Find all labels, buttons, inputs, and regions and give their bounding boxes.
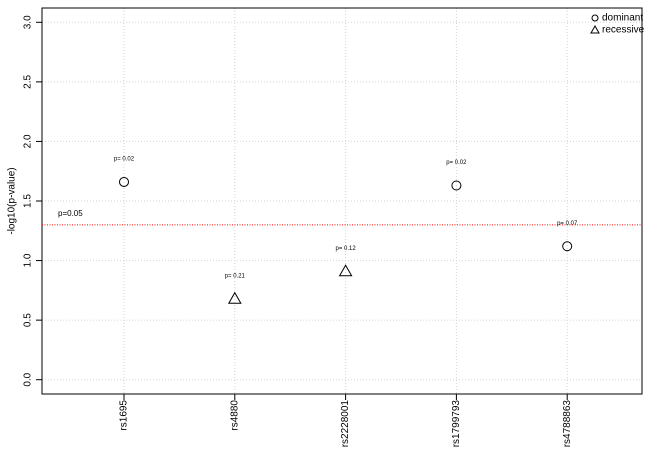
legend-marker xyxy=(591,14,599,22)
p-value-label: p= 0.12 xyxy=(336,246,357,252)
y-tick-label: 1.5 xyxy=(23,194,34,208)
x-tick-label: rs1695 xyxy=(119,400,130,431)
plot-frame xyxy=(41,7,643,395)
x-tick-label: rs1799793 xyxy=(451,400,462,448)
p-value-label: p= 0.21 xyxy=(225,273,246,279)
point xyxy=(227,291,242,304)
point xyxy=(119,176,129,187)
y-tick-label: 0.0 xyxy=(23,372,34,386)
y-tick-label: 0.5 xyxy=(23,313,34,327)
legend-label: recessive xyxy=(602,25,645,36)
threshold-label: p=0.05 xyxy=(58,209,83,218)
y-tick-label: 2.0 xyxy=(23,134,34,148)
x-tick-label: rs4788863 xyxy=(562,400,573,448)
y-tick-label: 1.0 xyxy=(23,253,34,267)
y-axis-label: -log10(p-value) xyxy=(7,167,18,234)
p-value-label: p= 0.02 xyxy=(446,160,467,166)
y-tick-label: 3.0 xyxy=(23,15,34,29)
point xyxy=(451,180,462,191)
p-value-label: p= 0.07 xyxy=(557,221,578,227)
point xyxy=(338,264,353,277)
x-tick-label: rs2228001 xyxy=(340,400,351,448)
y-tick-label: 2.5 xyxy=(23,74,34,88)
x-tick-label: rs4880 xyxy=(229,400,240,431)
legend-label: dominant xyxy=(602,13,643,24)
p-value-label: p= 0.02 xyxy=(114,157,135,163)
legend-marker xyxy=(590,24,600,34)
point xyxy=(562,241,573,252)
